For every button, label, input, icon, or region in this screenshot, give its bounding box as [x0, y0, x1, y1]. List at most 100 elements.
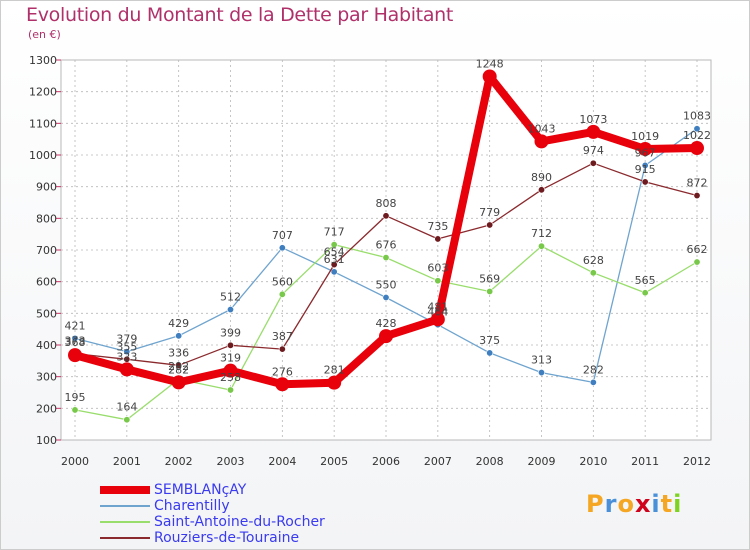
data-label: 1043 [528, 122, 556, 135]
data-label: 550 [376, 279, 397, 292]
data-point [586, 124, 601, 139]
data-point [68, 348, 82, 363]
legend-label-rouziers: Rouziers-de-Touraine [154, 530, 300, 546]
data-point [641, 161, 649, 169]
y-tick-label: 400 [36, 339, 57, 352]
data-point [434, 277, 442, 285]
data-point [537, 242, 545, 250]
x-tick-label: 2009 [528, 455, 556, 468]
legend-label-charentilly: Charentilly [154, 498, 230, 514]
data-label: 313 [531, 354, 552, 367]
data-point [175, 332, 183, 340]
data-label: 399 [220, 326, 241, 339]
x-tick-label: 2005 [320, 455, 348, 468]
data-point [690, 141, 704, 156]
data-point [382, 293, 390, 301]
data-point [641, 178, 649, 186]
x-tick-label: 2001 [113, 455, 141, 468]
data-point [382, 212, 390, 220]
legend-item-charentilly: Charentilly [100, 498, 430, 514]
data-label: 164 [116, 401, 137, 414]
data-point [641, 289, 649, 297]
data-label: 282 [168, 363, 189, 376]
data-label: 379 [116, 333, 137, 346]
logo-letter: o [617, 490, 635, 518]
data-point [123, 348, 131, 356]
data-label: 195 [65, 391, 86, 404]
data-label: 712 [531, 227, 552, 240]
data-label: 974 [583, 144, 604, 157]
data-point [275, 377, 290, 392]
data-label: 808 [376, 197, 397, 210]
y-tick-label: 500 [36, 307, 57, 320]
legend-label-saint-antoine: Saint-Antoine-du-Rocher [154, 514, 325, 530]
y-tick-label: 100 [36, 434, 57, 447]
legend-swatch-rouziers [100, 537, 150, 539]
data-point [589, 159, 597, 167]
data-point [71, 334, 79, 342]
legend-swatch-charentilly [100, 505, 150, 507]
data-label: 292 [168, 360, 189, 373]
logo-letter: i [651, 490, 661, 518]
data-point [693, 125, 701, 133]
data-point [534, 134, 549, 149]
logo-letter: x [634, 490, 652, 518]
data-point [330, 241, 338, 249]
data-point [227, 341, 235, 349]
logo-letter: t [660, 490, 674, 518]
y-tick-label: 1200 [29, 86, 57, 99]
x-tick-label: 2012 [683, 455, 711, 468]
data-point [379, 329, 393, 344]
legend-swatch-saint-antoine [100, 521, 150, 523]
x-tick-label: 2002 [165, 455, 193, 468]
data-point [278, 244, 286, 252]
data-label: 707 [272, 229, 293, 242]
data-label: 967 [635, 146, 656, 159]
logo-letter: r [604, 490, 618, 518]
data-point [434, 235, 442, 243]
data-point [227, 306, 235, 314]
legend-label-semblancay: SEMBLANçAY [154, 482, 247, 498]
data-label: 481 [427, 300, 448, 313]
x-tick-label: 2010 [579, 455, 607, 468]
data-point [227, 386, 235, 394]
data-label: 565 [635, 274, 656, 287]
data-label: 631 [324, 253, 345, 266]
data-label: 512 [220, 291, 241, 304]
data-point [486, 287, 494, 295]
data-label: 355 [116, 340, 137, 353]
legend: SEMBLANçAY Charentilly Saint-Antoine-du-… [100, 482, 430, 546]
x-tick-label: 2008 [476, 455, 504, 468]
data-point [330, 261, 338, 269]
data-point [589, 378, 597, 386]
y-tick-label: 1300 [29, 54, 57, 67]
data-label: 336 [168, 346, 189, 359]
y-tick-label: 600 [36, 276, 57, 289]
logo-letter: P [586, 490, 605, 518]
x-tick-label: 2007 [424, 455, 452, 468]
data-point [693, 192, 701, 200]
data-point [589, 269, 597, 277]
data-label: 915 [635, 163, 656, 176]
data-label: 1248 [476, 57, 504, 70]
data-point [327, 375, 342, 390]
data-label: 779 [479, 206, 500, 219]
data-label: 282 [583, 363, 604, 376]
y-tick-label: 1100 [29, 117, 57, 130]
data-label: 1073 [579, 113, 607, 126]
data-label: 276 [272, 365, 293, 378]
data-label: 319 [220, 352, 241, 365]
data-label: 375 [479, 334, 500, 347]
data-label: 569 [479, 272, 500, 285]
x-tick-label: 2003 [217, 455, 245, 468]
data-point [693, 258, 701, 266]
x-tick-label: 2000 [61, 455, 89, 468]
data-point [278, 345, 286, 353]
data-point [482, 69, 497, 84]
y-tick-label: 1000 [29, 149, 57, 162]
x-tick-label: 2011 [631, 455, 659, 468]
data-label: 1083 [683, 110, 711, 123]
data-point [71, 406, 79, 414]
data-label: 717 [324, 226, 345, 239]
data-label: 890 [531, 171, 552, 184]
